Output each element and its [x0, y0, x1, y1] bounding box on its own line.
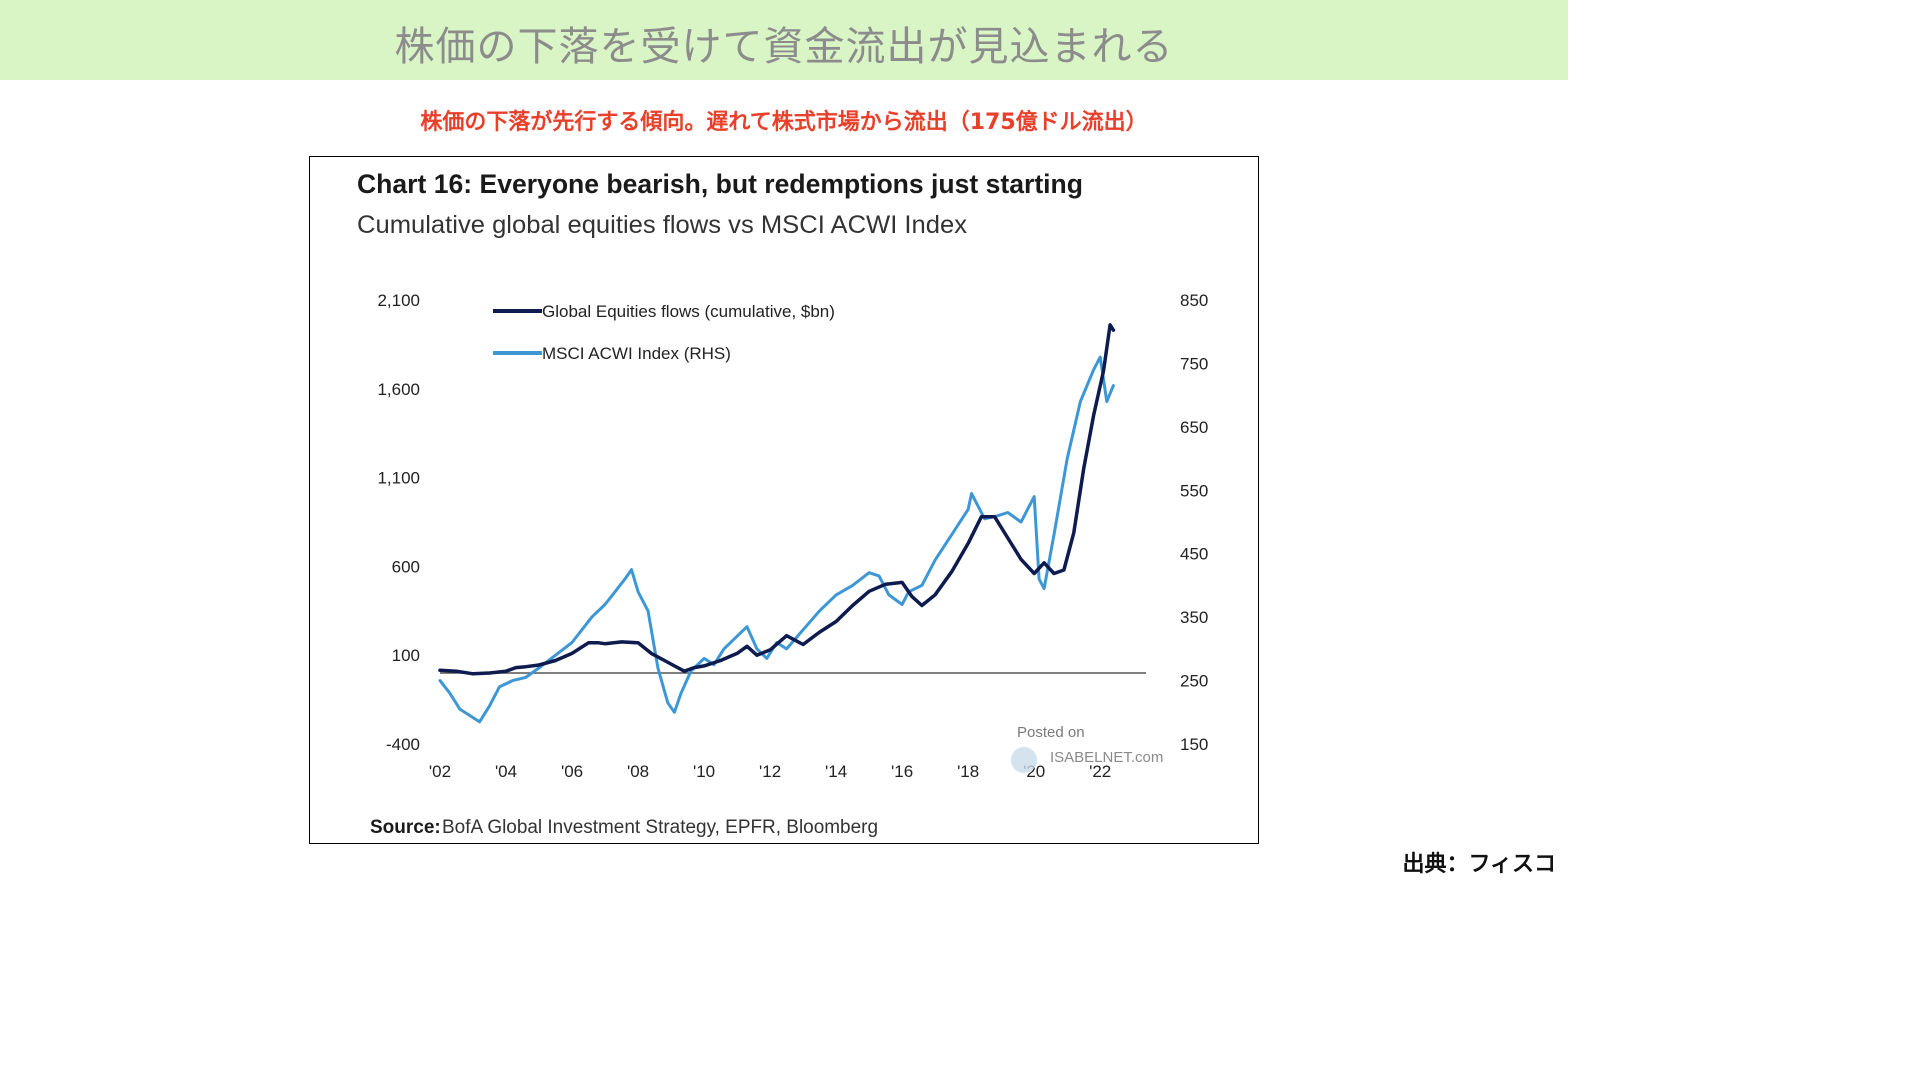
chart-plot-area: [438, 323, 1146, 724]
y-left-tick-label: 100: [392, 646, 420, 665]
x-tick-label: '22: [1089, 762, 1111, 781]
watermark-line-2: ISABELNET.com: [1050, 749, 1163, 766]
x-tick-label: '16: [891, 762, 913, 781]
chart-axes: 2,100 1,600 1,100 600 100 -400 850 750 650 550 450…: [377, 291, 1208, 781]
legend-label: MSCI ACWI Index (RHS): [542, 344, 731, 363]
y-right-tick-label: 350: [1180, 608, 1208, 627]
chart-frame: Chart 16: Everyone bearish, but redempti…: [309, 156, 1259, 844]
legend-label: Global Equities flows (cumulative, $bn): [542, 302, 835, 321]
x-tick-label: '18: [957, 762, 979, 781]
x-tick-label: '06: [561, 762, 583, 781]
watermark: Posted on ISABELNET.com: [1011, 724, 1163, 773]
y-left-tick-label: 1,600: [377, 380, 420, 399]
watermark-line-1: Posted on: [1017, 724, 1085, 741]
x-tick-label: '02: [429, 762, 451, 781]
y-right-tick-label: 650: [1180, 418, 1208, 437]
header-banner: 株価の下落を受けて資金流出が見込まれる: [0, 0, 1568, 80]
y-right-tick-label: 150: [1180, 735, 1208, 754]
y-right-tick-label: 750: [1180, 354, 1208, 373]
x-tick-label: '08: [627, 762, 649, 781]
x-tick-label: '04: [495, 762, 517, 781]
msci-acwi-line: [438, 355, 1115, 724]
y-right-tick-label: 250: [1180, 672, 1208, 691]
equities-flows-line: [438, 323, 1116, 676]
source-text: BofA Global Investment Strategy, EPFR, B…: [442, 817, 878, 838]
x-tick-label: '14: [825, 762, 847, 781]
chart-legend: Global Equities flows (cumulative, $bn) M…: [493, 302, 835, 363]
y-right-tick-label: 550: [1180, 481, 1208, 500]
watermark-logo-icon: [1011, 747, 1037, 773]
source-label: Source:: [370, 817, 441, 838]
chart-svg: Chart 16: Everyone bearish, but redempti…: [357, 169, 1208, 838]
chart-title: Chart 16: Everyone bearish, but redempti…: [357, 169, 1083, 199]
page-subtitle: 株価の下落が先行する傾向。遅れて株式市場から流出（175億ドル流出）: [420, 110, 1148, 135]
page-title: 株価の下落を受けて資金流出が見込まれる: [394, 24, 1174, 70]
footer-credit: 出典：フィスコ: [1402, 852, 1556, 877]
chart-subtitle: Cumulative global equities flows vs MSCI…: [357, 211, 968, 239]
y-left-tick-label: 600: [392, 557, 420, 576]
y-right-tick-label: 450: [1180, 545, 1208, 564]
y-left-tick-label: 1,100: [377, 469, 420, 488]
x-tick-label: '12: [759, 762, 781, 781]
x-tick-label: '10: [693, 762, 715, 781]
y-left-tick-label: -400: [386, 735, 420, 754]
y-left-tick-label: 2,100: [377, 291, 420, 310]
y-right-tick-label: 850: [1180, 291, 1208, 310]
